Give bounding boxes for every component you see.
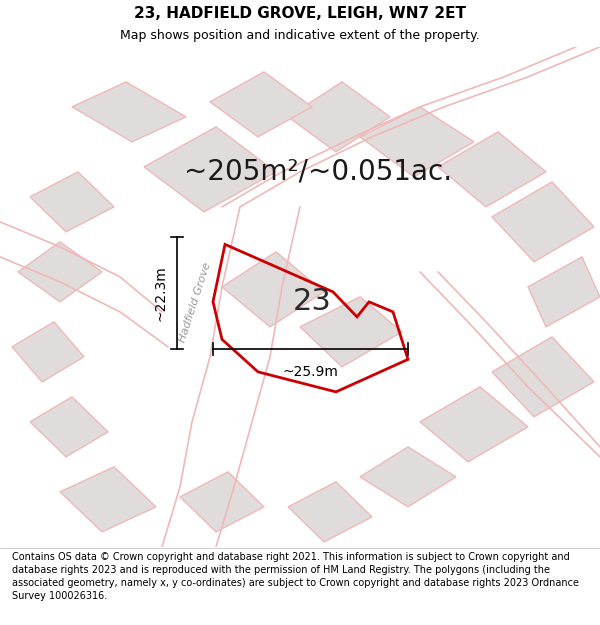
Polygon shape bbox=[12, 322, 84, 382]
Text: Contains OS data © Crown copyright and database right 2021. This information is : Contains OS data © Crown copyright and d… bbox=[12, 551, 579, 601]
Polygon shape bbox=[492, 337, 594, 417]
Text: Hadfield Grove: Hadfield Grove bbox=[178, 261, 212, 343]
Polygon shape bbox=[288, 482, 372, 542]
Polygon shape bbox=[288, 82, 390, 152]
Polygon shape bbox=[492, 182, 594, 262]
Polygon shape bbox=[300, 297, 402, 367]
Polygon shape bbox=[222, 252, 324, 327]
Text: ~22.3m: ~22.3m bbox=[153, 265, 167, 321]
Text: Map shows position and indicative extent of the property.: Map shows position and indicative extent… bbox=[120, 29, 480, 42]
Polygon shape bbox=[18, 242, 102, 302]
Polygon shape bbox=[72, 82, 186, 142]
Polygon shape bbox=[30, 397, 108, 457]
Polygon shape bbox=[438, 132, 546, 207]
Polygon shape bbox=[528, 257, 600, 327]
Polygon shape bbox=[144, 127, 276, 212]
Polygon shape bbox=[30, 172, 114, 232]
Polygon shape bbox=[420, 387, 528, 462]
Polygon shape bbox=[180, 472, 264, 532]
Text: ~25.9m: ~25.9m bbox=[283, 366, 338, 379]
Polygon shape bbox=[360, 447, 456, 507]
Text: 23: 23 bbox=[293, 288, 331, 316]
Polygon shape bbox=[60, 467, 156, 532]
Text: 23, HADFIELD GROVE, LEIGH, WN7 2ET: 23, HADFIELD GROVE, LEIGH, WN7 2ET bbox=[134, 6, 466, 21]
Polygon shape bbox=[360, 107, 474, 177]
Text: ~205m²/~0.051ac.: ~205m²/~0.051ac. bbox=[184, 158, 452, 186]
Polygon shape bbox=[210, 72, 312, 137]
